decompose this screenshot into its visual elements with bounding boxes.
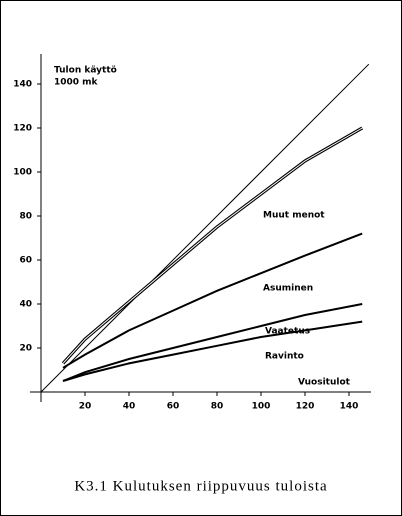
x-tick-label: 20 (79, 402, 92, 412)
y-tick-label: 40 (19, 300, 32, 310)
chart-title: K3.1 Kulutuksen riippuvuus tuloista (74, 478, 327, 494)
series-label: Asuminen (263, 284, 313, 294)
y-axis-label: 1000 mk (54, 78, 99, 88)
series-line (62, 303, 363, 382)
y-tick-label: 140 (13, 80, 32, 90)
y-tick-label: 20 (19, 344, 32, 354)
x-tick-label: 60 (167, 402, 180, 412)
x-tick-label: 40 (123, 402, 136, 412)
series-line (62, 320, 363, 382)
series-line-inner (62, 127, 363, 364)
y-tick-label: 120 (13, 124, 32, 134)
x-axis-label: Vuositulot (298, 378, 351, 388)
series-label: Muut menot (263, 211, 325, 221)
y-tick-label: 100 (13, 168, 32, 178)
x-tick-label: 140 (340, 402, 359, 412)
y-axis-label: Tulon käyttö (54, 66, 117, 76)
x-tick-label: 100 (252, 402, 271, 412)
series-line (40, 63, 370, 393)
y-tick-label: 80 (19, 212, 32, 222)
series-line (62, 232, 363, 369)
series-label: Ravinto (265, 352, 304, 362)
x-tick-label: 120 (296, 402, 315, 412)
x-tick-label: 80 (211, 402, 224, 412)
y-tick-label: 60 (19, 256, 32, 266)
series-label: Vaatetus (265, 327, 310, 337)
